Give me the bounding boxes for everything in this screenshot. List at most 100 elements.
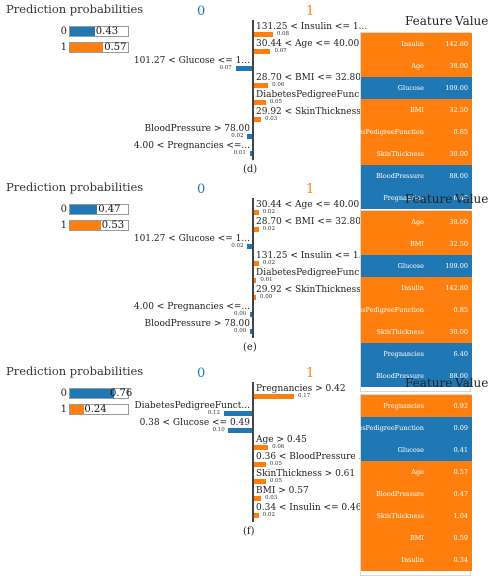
class-1-label: 1 <box>306 4 315 19</box>
feature-value: 6.40 <box>453 194 468 202</box>
feature-value-row: Pregnancies 6.40 <box>361 343 472 365</box>
feature-name: Insulin <box>401 284 424 292</box>
feature-condition-label: BMI > 0.57 <box>256 486 309 496</box>
feature-condition-label: 30.44 < Age <= 40.00 <box>256 39 360 49</box>
feature-value: 0.85 <box>453 128 468 136</box>
feature-condition-label: BloodPressure > 78.00 <box>144 124 250 134</box>
feature-name: Pregnancies <box>383 194 424 202</box>
feature-value: 0.59 <box>453 534 468 542</box>
feature-name: Age <box>411 62 424 70</box>
feature-weight-value: 0.08 <box>276 31 290 37</box>
probability-row: 0 0.47 <box>0 204 200 216</box>
feature-name: Age <box>411 218 424 226</box>
feature-value-row: DiabetesPedigreeFunction 0.85 <box>337 121 472 143</box>
feature-value: 142.80 <box>445 284 468 292</box>
feature-weight-value: 0.12 <box>207 410 220 416</box>
probability-class-label: 0 <box>60 26 67 37</box>
feature-value: 0.85 <box>453 306 468 314</box>
value-column-header: Value <box>455 192 489 206</box>
probability-bar-box <box>69 220 129 231</box>
feature-value-row: BloodPressure 88.00 <box>361 165 472 187</box>
feature-weight-bar <box>254 394 294 399</box>
feature-weight-value: 0.01 <box>233 150 246 156</box>
class-1-label: 1 <box>306 366 315 381</box>
feature-weight-bar <box>254 462 266 467</box>
feature-name: Glucose <box>397 446 424 454</box>
feature-value-table: Insulin 142.80 Age 38.00 Glucose 109.00 BMI 32.… <box>337 32 472 214</box>
feature-value-row: Pregnancies 6.40 <box>361 187 472 209</box>
prediction-probabilities-title: Prediction probabilities <box>6 2 144 16</box>
feature-weight-axis <box>252 198 254 338</box>
feature-value: 0.09 <box>453 424 468 432</box>
feature-condition-label: 28.70 < BMI <= 32.80 <box>256 73 361 83</box>
probability-value: 0.43 <box>95 26 119 37</box>
feature-weight-value: 0.02 <box>262 512 275 518</box>
feature-weight-bar <box>254 295 256 300</box>
class-1-label: 1 <box>306 182 315 197</box>
feature-value: 38.00 <box>449 62 468 70</box>
feature-weight-value: 0.01 <box>260 277 273 283</box>
probability-value: 0.53 <box>101 220 125 231</box>
feature-name: Age <box>411 468 424 476</box>
feature-weight-value: 0.05 <box>269 478 282 484</box>
feature-weight-bar <box>254 227 259 232</box>
probability-bar-box <box>69 26 129 37</box>
feature-weight-value: 0.00 <box>260 294 273 300</box>
feature-weight-bar <box>254 513 259 518</box>
explanation-panel: Prediction probabilities 0 0.76 1 0.24 0 1 Preg… <box>0 362 503 576</box>
feature-value-row: BMI 32.50 <box>361 233 472 255</box>
feature-name: Insulin <box>401 40 424 48</box>
panel-caption: (d) <box>243 164 258 175</box>
feature-condition-label: 131.25 < Insulin <= 1... <box>256 22 368 32</box>
feature-value-row: SkinThickness 30.00 <box>361 143 472 165</box>
feature-weight-bar <box>250 312 252 317</box>
feature-weight-axis <box>252 382 254 522</box>
feature-weight-value: 0.02 <box>262 260 275 266</box>
feature-name: BMI <box>410 240 424 248</box>
feature-weight-bar <box>254 445 269 450</box>
feature-weight-bar <box>254 100 266 105</box>
feature-condition-label: Age > 0.45 <box>256 435 307 445</box>
feature-name: DiabetesPedigreeFunction <box>336 306 424 314</box>
feature-condition-label: 30.44 < Age <= 40.00 <box>256 200 360 210</box>
probability-row: 0 0.76 <box>0 388 200 400</box>
feature-value: 1.04 <box>453 512 468 520</box>
feature-condition-label: 28.70 < BMI <= 32.80 <box>256 217 361 227</box>
probability-bar-fill <box>70 405 84 414</box>
feature-name: SkinThickness <box>376 150 424 158</box>
feature-weight-bar <box>254 479 266 484</box>
feature-value: 0.47 <box>453 490 468 498</box>
feature-value-row: Insulin 142.80 <box>361 33 472 55</box>
probability-class-label: 1 <box>60 42 67 53</box>
probability-class-label: 1 <box>60 220 67 231</box>
feature-weight-value: 0.02 <box>262 209 275 215</box>
feature-column-header: Feature <box>405 376 453 390</box>
feature-value-row: Age 38.00 <box>361 55 472 77</box>
feature-condition-label: Pregnancies > 0.42 <box>256 384 346 394</box>
feature-value: 30.00 <box>449 150 468 158</box>
feature-column-header: Feature <box>405 14 453 28</box>
probability-bar-box <box>69 42 129 53</box>
feature-weight-value: 0.17 <box>298 393 311 399</box>
feature-condition-label: SkinThickness > 0.61 <box>256 469 356 479</box>
feature-value-row: BMI 0.59 <box>361 527 472 549</box>
feature-name: SkinThickness <box>376 328 424 336</box>
feature-name: DiabetesPedigreeFunction <box>336 424 424 432</box>
feature-value-row: DiabetesPedigreeFunction 0.09 <box>337 417 472 439</box>
feature-value-row: DiabetesPedigreeFunction 0.85 <box>337 299 472 321</box>
feature-value: 30.00 <box>449 328 468 336</box>
feature-weight-bar <box>254 83 269 88</box>
feature-value: 88.00 <box>449 172 468 180</box>
probability-bar-fill <box>70 389 115 398</box>
feature-name: SkinThickness <box>376 512 424 520</box>
feature-name: BloodPressure <box>376 372 424 380</box>
feature-weight-value: 0.07 <box>219 65 232 71</box>
feature-condition-label: 131.25 < Insulin <= 1... <box>256 251 368 261</box>
feature-value: 88.00 <box>449 372 468 380</box>
feature-weight-value: 0.03 <box>265 495 278 501</box>
feature-value: 32.50 <box>449 240 468 248</box>
probability-value: 0.76 <box>110 388 133 399</box>
panel-caption: (f) <box>243 526 255 537</box>
feature-weight-bar <box>247 134 252 139</box>
feature-condition-label: 29.92 < SkinThickness... <box>256 285 370 295</box>
